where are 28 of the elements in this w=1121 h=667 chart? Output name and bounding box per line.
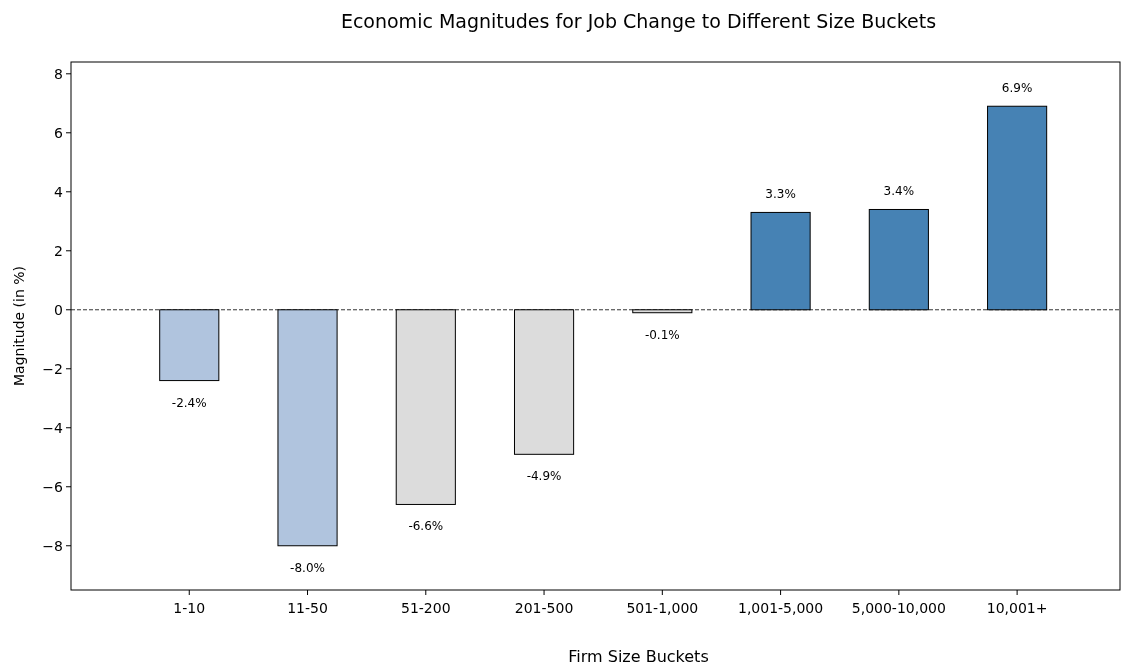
- x-tick-label: 11-50: [287, 600, 328, 616]
- data-label: 3.3%: [765, 187, 796, 202]
- data-label: -6.6%: [408, 519, 444, 534]
- data-label: -8.0%: [290, 560, 325, 575]
- x-tick-label: 51-200: [400, 600, 451, 616]
- y-tick-label: −2: [42, 360, 63, 377]
- x-tick-label: 10,001+: [986, 600, 1048, 616]
- x-tick-label: 1-10: [173, 600, 206, 616]
- x-axis-title: Firm Size Buckets: [568, 647, 709, 666]
- chart-title: Economic Magnitudes for Job Change to Different Size Buckets: [340, 10, 937, 32]
- x-tick-label: 5,000-10,000: [851, 600, 946, 616]
- x-tick-label: 1,001-5,000: [737, 600, 824, 616]
- y-tick-label: 8: [54, 65, 63, 82]
- data-label: 3.4%: [883, 184, 915, 199]
- x-tick-label: 501-1,000: [626, 600, 699, 616]
- y-tick-label: −4: [42, 419, 64, 436]
- y-tick-label: −6: [42, 478, 64, 495]
- data-label: -2.4%: [171, 395, 207, 410]
- data-label: -4.9%: [526, 469, 562, 484]
- y-axis-title: Magnitude (in %): [11, 265, 27, 387]
- y-tick-label: −8: [42, 537, 63, 554]
- data-label: 6.9%: [1001, 81, 1033, 96]
- y-tick-label: 2: [54, 242, 63, 259]
- data-label: -0.1%: [644, 327, 680, 342]
- y-tick-label: 4: [54, 183, 64, 200]
- x-tick-label: 201-500: [514, 600, 574, 616]
- y-tick-label: 6: [54, 124, 64, 141]
- y-tick-label: 0: [54, 301, 63, 318]
